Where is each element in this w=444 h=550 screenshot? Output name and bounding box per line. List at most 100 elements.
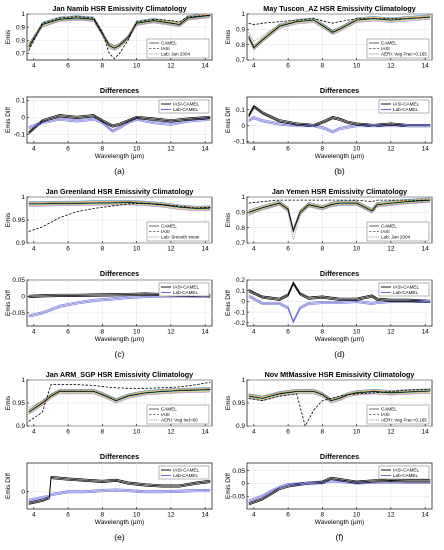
panel-e-diff-title: Differences (100, 452, 139, 461)
panel-b-diff-xtick-label: 4 (252, 146, 256, 153)
panel-d-diff-title: Differences (320, 269, 359, 278)
panel-d-diff-xtick-label: 10 (353, 329, 361, 336)
panel-b-emis-ytick-label: 1 (241, 11, 245, 18)
panel-c-diff-xtick-label: 12 (167, 329, 175, 336)
panel-c-legend-entry: Lab: Smooth snow (161, 235, 200, 240)
panel-a-series-iasi-camel-2 (28, 116, 211, 135)
panel-f-diff-ytick-label: 0 (241, 481, 245, 488)
panel-e-diff-xtick-label: 14 (202, 512, 210, 519)
panel-f-legend-entry: AERI: Veg Frac=0.165 (381, 418, 427, 423)
panel-f-emis-xtick-label: 8 (321, 429, 325, 436)
panel-e-diff-legend-entry: Lab-CAMEL (173, 473, 198, 478)
panel-b-emis-plot (248, 14, 431, 51)
panel-c-camel-line-5 (28, 204, 211, 212)
panel-c-legend (146, 221, 210, 242)
panel-d-emis-ytick-label: 0.8 (236, 225, 245, 232)
panel-f-legend-entry: IASI (381, 412, 390, 417)
panel-b-emis-xtick-label: 8 (321, 63, 325, 70)
panel-a-diff-plot (28, 114, 211, 135)
panel-e-emis-xtick-label: 10 (133, 429, 141, 436)
panel-c-camel-line-3 (28, 202, 211, 210)
panel-c-series-lab-camel-2 (28, 296, 211, 318)
panel-c-emis-xtick-label: 14 (202, 246, 210, 253)
panel-b-diff-xtick-label: 8 (321, 146, 325, 153)
panel-c-series-iasi-camel-2 (28, 294, 211, 298)
panel-b-emis-ytick-label: 0.7 (236, 57, 245, 64)
panel-b-camel-line-4 (248, 18, 431, 50)
panel-b-emis-xtick-label: 14 (422, 63, 430, 70)
panel-d-emis-ytick-label: 0.9 (236, 210, 245, 217)
panel-a-diff-legend-entry: Lab-CAMEL (173, 107, 198, 112)
panel-e-diff-xtick-label: 6 (66, 512, 70, 519)
panel-c-camel-line-0 (28, 199, 211, 207)
panel-e-camel-line-0 (28, 387, 211, 411)
panel-d-series-iasi-camel-0 (248, 281, 431, 301)
panel-c-diff-xtick-label: 4 (32, 329, 36, 336)
panel-e-emis-xtick-label: 12 (167, 429, 175, 436)
panel-b-diff-legend-entry: Lab-CAMEL (393, 107, 418, 112)
panel-b-diff-ytick-label: 0.1 (236, 107, 245, 114)
panel-f-diff-ytick-label: -0.05 (230, 493, 245, 500)
panel-c-emis-xtick-label: 6 (66, 246, 70, 253)
panel-f-diff-plot (248, 476, 431, 506)
panel-f-series-lab (248, 390, 431, 400)
panel-d-emis-xtick-label: 4 (252, 246, 256, 253)
panel-d: Jan Yemen HSR Emissivity Climatology 4 6 8 1… (225, 187, 433, 359)
panel-d-diff-ytick-label: 0.1 (236, 288, 245, 295)
panel-b-series-lab-camel-2 (248, 118, 431, 134)
panel-d-series-iasi-camel-1 (248, 282, 431, 302)
panel-d-diff-ytick-label: -0.2 (234, 320, 246, 327)
panel-d-diff-xtick-label: 12 (387, 329, 395, 336)
panel-a-emis-xtick-label: 6 (66, 63, 70, 70)
panel-d-diff-xtick-label: 6 (286, 329, 290, 336)
panel-c-camel-line-1 (28, 200, 211, 208)
panel-d-diff-ytick-label: 0.2 (236, 277, 245, 284)
panel-a-emis-ytick-label: 1 (21, 11, 25, 18)
panel-d-emis-ytick-label: 1 (241, 194, 245, 201)
panel-c-diff-legend (158, 282, 210, 297)
panel-b-diff-ytick-label: 0 (241, 123, 245, 130)
panel-f-diff-legend-entry: IASI-CAMEL (393, 468, 419, 473)
panel-a-emis-xtick-label: 4 (32, 63, 36, 70)
panel-d-legend-entry: CAMEL (381, 224, 397, 229)
panel-d-diff-legend (378, 282, 430, 297)
panel-e-series-camel (28, 389, 211, 413)
panel-f-camel-line-4 (248, 392, 431, 403)
panel-e-diff-xtick-label: 4 (32, 512, 36, 519)
panel-a-series-lab-camel-2 (28, 119, 211, 133)
panel-b-diff-ylabel: Emis Diff (225, 107, 232, 133)
panel-c-emis-ylabel: Emis (5, 212, 12, 227)
panel-b-series-lab (248, 16, 431, 43)
panel-f-diff-xtick-label: 8 (321, 512, 325, 519)
panel-f-emis-ytick-label: 0.9 (236, 423, 245, 430)
panel-a-series-iasi-camel-0 (28, 114, 211, 132)
panel-d-diff-xlabel: Wavelength (μm) (315, 336, 364, 343)
panel-b-emis-xtick-label: 6 (286, 63, 290, 70)
panel-a-camel-line-0 (28, 14, 206, 47)
panel-a-diff-xtick-label: 14 (202, 146, 210, 153)
panel-d-diff-plot (248, 281, 431, 324)
panel-d-series-iasi (248, 199, 431, 204)
panel-a-diff-xtick-label: 8 (101, 146, 105, 153)
panel-b-diff-title: Differences (320, 86, 359, 95)
panel-a-diff-xlabel: Wavelength (μm) (95, 153, 144, 160)
panel-f-emis-ylabel: Emis (225, 395, 232, 410)
panel-a-diff-legend (158, 99, 210, 114)
panel-b-emis-ylabel: Emis (225, 29, 232, 44)
panel-f: Nov MtMassive HSR Emissivity Climatology… (225, 370, 433, 542)
panel-f-diff-xlabel: Wavelength (μm) (315, 519, 364, 526)
panel-f-diff-ylabel: Emis Diff (225, 473, 232, 499)
panel-f-diff-xtick-label: 12 (387, 512, 395, 519)
panel-b-camel-line-0 (248, 14, 431, 46)
panel-c-diff-xtick-label: 10 (133, 329, 141, 336)
panel-b-series-iasi-camel-2 (248, 107, 431, 128)
panel-c-diff-ytick-label: -0.05 (10, 310, 25, 317)
panel-e-series-lab-camel-2 (28, 490, 211, 502)
panel-d-emis-ylabel: Emis (225, 212, 232, 227)
panel-e-legend-entry: AERI: Veg Ind=60 (161, 418, 198, 423)
panel-e-legend-entry: CAMEL (161, 407, 177, 412)
panel-a-diff-ylabel: Emis Diff (5, 107, 12, 133)
panel-a-series-iasi (28, 14, 211, 60)
panel-e-emis-ytick-label: 0.95 (12, 400, 25, 407)
panel-d-camel-line-0 (248, 197, 431, 230)
